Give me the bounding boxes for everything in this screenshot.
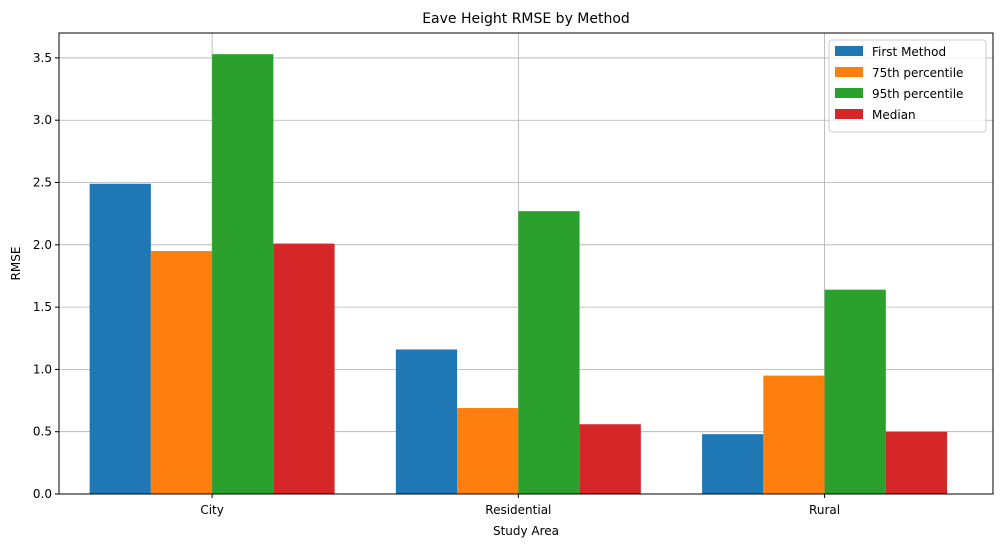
bar bbox=[824, 289, 886, 494]
bar bbox=[395, 349, 458, 494]
legend-swatch bbox=[835, 109, 863, 119]
legend: First Method 75th percentile 95th percenti… bbox=[828, 39, 987, 133]
legend-box bbox=[828, 39, 987, 133]
bar bbox=[885, 431, 948, 494]
y-tick-label: 2.5 bbox=[33, 176, 52, 190]
x-tick-label: Residential bbox=[485, 503, 551, 517]
bar bbox=[89, 183, 151, 494]
y-tick-label: 1.5 bbox=[33, 300, 52, 314]
bar bbox=[457, 408, 519, 494]
legend-label: 95th percentile bbox=[872, 87, 963, 101]
plot-frame bbox=[58, 32, 994, 495]
y-tick-label: 3.0 bbox=[33, 113, 52, 127]
legend-label: First Method bbox=[872, 45, 946, 59]
bar bbox=[702, 434, 764, 494]
bar bbox=[212, 54, 274, 494]
legend-swatch bbox=[835, 88, 863, 98]
bar bbox=[150, 251, 213, 494]
y-tick-label: 3.5 bbox=[33, 51, 52, 65]
x-axis-label: Study Area bbox=[493, 524, 559, 538]
x-axis: City Residential Rural bbox=[200, 494, 840, 517]
y-tick-label: 0.5 bbox=[33, 425, 52, 439]
y-axis: 0.0 0.5 1.0 1.5 2.0 2.5 3.0 3.5 bbox=[33, 51, 59, 501]
x-tick-label: Rural bbox=[809, 503, 840, 517]
bars-layer bbox=[89, 54, 948, 494]
bar bbox=[579, 424, 641, 494]
y-tick-label: 0.0 bbox=[33, 487, 52, 501]
y-axis-label: RMSE bbox=[9, 247, 23, 281]
legend-label: 75th percentile bbox=[872, 66, 963, 80]
y-tick-label: 1.0 bbox=[33, 362, 52, 376]
bar bbox=[518, 211, 580, 494]
y-tick-label: 2.0 bbox=[33, 238, 52, 252]
bar bbox=[273, 243, 335, 494]
legend-swatch bbox=[835, 67, 863, 77]
chart-title: Eave Height RMSE by Method bbox=[422, 11, 630, 27]
bar bbox=[763, 375, 825, 494]
x-tick-label: City bbox=[200, 503, 224, 517]
legend-swatch bbox=[835, 46, 863, 56]
legend-label: Median bbox=[872, 108, 916, 122]
